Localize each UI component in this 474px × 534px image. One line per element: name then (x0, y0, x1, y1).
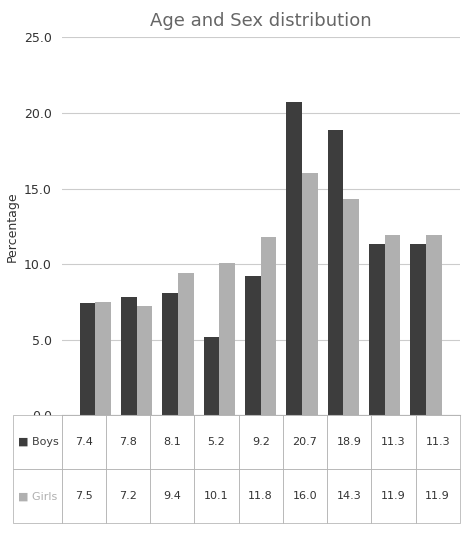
Bar (219, 263, 235, 415)
Y-axis label: Percentage: Percentage (6, 191, 18, 262)
Bar (178, 273, 194, 415)
Bar (369, 245, 385, 415)
Bar (245, 276, 261, 415)
Bar (137, 307, 153, 415)
Bar (302, 174, 318, 415)
Bar (328, 130, 343, 415)
Bar (80, 303, 95, 415)
Bar (163, 293, 178, 415)
Bar (95, 302, 111, 415)
Bar (261, 237, 276, 415)
Bar (204, 337, 219, 415)
Title: Age and Sex distribution: Age and Sex distribution (150, 12, 372, 30)
Bar (410, 245, 426, 415)
Bar (343, 199, 359, 415)
Bar (426, 235, 442, 415)
Bar (385, 235, 401, 415)
Bar (121, 297, 137, 415)
Bar (286, 103, 302, 415)
